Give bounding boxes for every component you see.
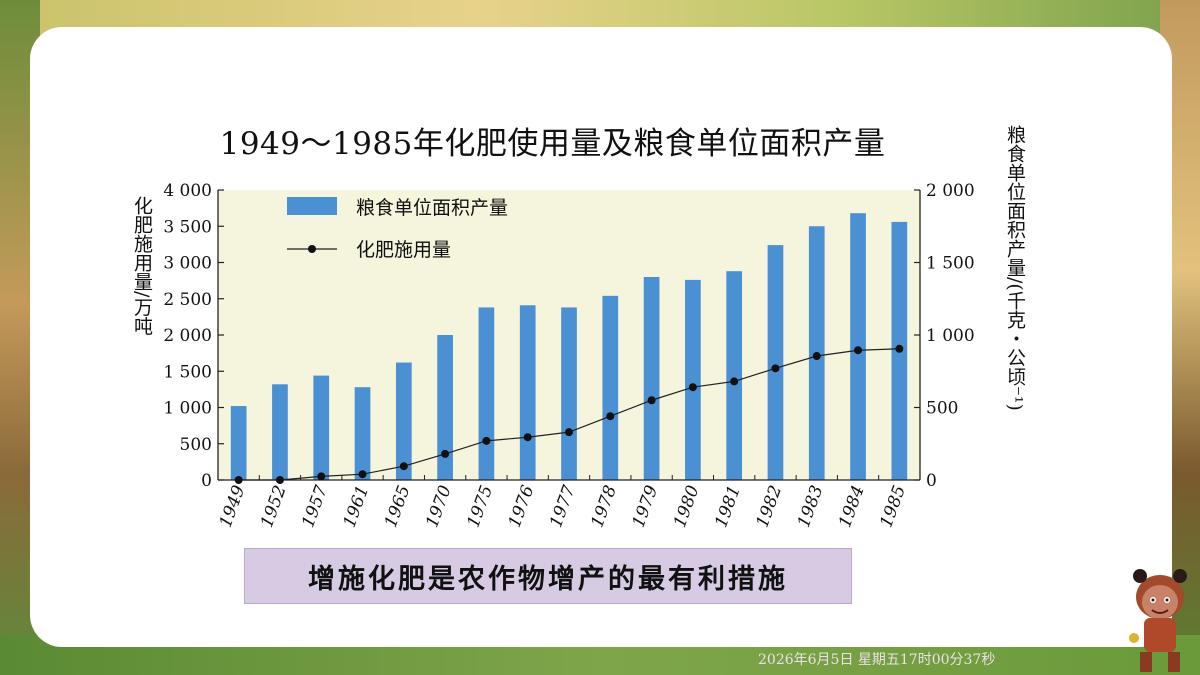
x-tick-label: 1984	[835, 483, 869, 530]
x-tick-label: 1985	[876, 483, 910, 530]
point-1975	[482, 436, 491, 445]
point-1976	[523, 433, 532, 442]
x-tick-label: 1965	[381, 483, 415, 530]
conclusion-text: 增施化肥是农作物增产的最有利措施	[308, 563, 788, 595]
point-1952	[275, 476, 284, 484]
x-tick-label: 1961	[340, 483, 374, 530]
y-axis-label-right: 粮食单位面积产量/(千克・公顷⁻¹)	[1004, 125, 1026, 411]
point-1982	[771, 364, 780, 373]
x-tick-label: 1982	[753, 483, 787, 530]
left-tick-label: 3 000	[163, 254, 212, 274]
legend-line-marker	[308, 245, 316, 253]
legend-bar-label: 粮食单位面积产量	[356, 197, 508, 219]
left-tick-label: 2 500	[163, 290, 212, 310]
left-tick-label: 2 000	[163, 326, 212, 346]
x-tick-label: 1978	[587, 483, 621, 531]
point-1979	[647, 396, 656, 405]
point-1980	[688, 383, 697, 392]
bar-1961	[354, 387, 371, 480]
bar-1975	[478, 307, 495, 480]
bar-1981	[726, 271, 743, 480]
point-1957	[317, 472, 326, 481]
left-tick-label: 0	[201, 471, 212, 491]
left-tick-label: 3 500	[163, 217, 212, 237]
x-tick-label: 1976	[505, 483, 539, 531]
right-tick-label: 2 000	[926, 181, 975, 201]
point-1977	[565, 428, 573, 437]
bar-1965	[395, 362, 412, 480]
conclusion-box: 增施化肥是农作物增产的最有利措施	[244, 548, 852, 604]
y-axis-label-left: 化肥施用量/万吨	[131, 196, 153, 336]
point-1981	[730, 377, 739, 386]
point-1978	[606, 412, 615, 421]
left-tick-label: 4 000	[163, 181, 212, 201]
x-tick-label: 1979	[629, 483, 663, 531]
right-tick-label: 1 000	[926, 326, 975, 346]
x-tick-label: 1980	[670, 483, 704, 531]
point-1970	[441, 449, 450, 458]
legend-bar-swatch	[287, 197, 337, 215]
right-tick-label: 1 500	[926, 254, 975, 274]
right-tick-label: 0	[926, 471, 937, 491]
point-1961	[358, 470, 367, 479]
mascot-character-image	[1129, 569, 1187, 672]
bar-1952	[272, 384, 288, 480]
x-tick-label: 1957	[298, 483, 332, 531]
bar-1949	[230, 406, 247, 480]
x-tick-label: 1952	[257, 483, 291, 530]
bar-1982	[767, 245, 784, 480]
point-1965	[399, 462, 408, 471]
chart-title: 1949～1985年化肥使用量及粮食单位面积产量	[219, 126, 886, 162]
bar-1977	[561, 307, 577, 480]
left-tick-label: 1 000	[163, 399, 212, 419]
right-tick-label: 500	[926, 399, 958, 419]
bar-1957	[313, 375, 330, 480]
point-1949	[234, 476, 243, 484]
bar-1970	[437, 335, 453, 480]
bar-1976	[519, 305, 536, 480]
point-1985	[895, 344, 904, 353]
point-1983	[812, 352, 821, 361]
timestamp: 2026年6月5日 星期五17时00分37秒	[758, 652, 996, 668]
left-tick-label: 1 500	[163, 362, 212, 382]
bar-1980	[685, 279, 701, 480]
legend-line-label: 化肥施用量	[356, 239, 451, 261]
x-tick-label: 1949	[216, 483, 250, 531]
x-tick-label: 1977	[546, 483, 580, 531]
x-tick-label: 1981	[711, 483, 745, 530]
bar-1979	[643, 277, 660, 480]
x-tick-label: 1983	[794, 483, 828, 530]
left-tick-label: 500	[180, 435, 212, 455]
point-1984	[854, 346, 863, 355]
x-tick-label: 1970	[422, 483, 456, 531]
bar-1978	[602, 295, 619, 480]
x-tick-label: 1975	[464, 483, 498, 530]
